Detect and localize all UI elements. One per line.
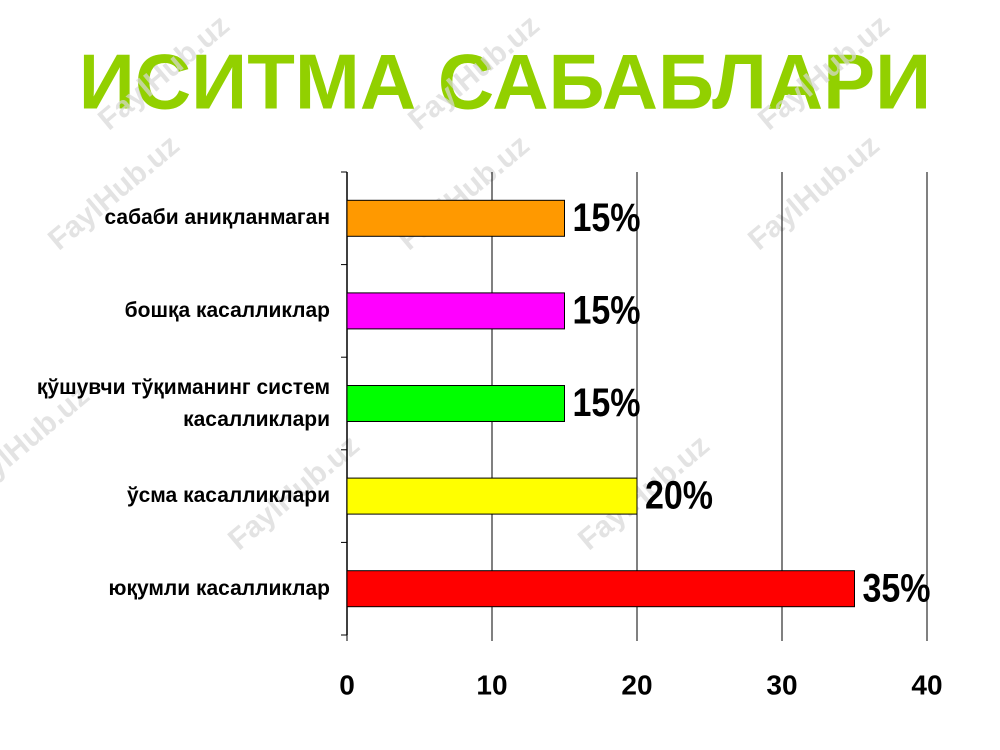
category-label: қўшувчи тўқиманинг систем касалликлари <box>36 375 330 431</box>
x-tick-label: 40 <box>911 669 942 700</box>
value-label: 15% <box>573 194 641 239</box>
x-tick-label: 10 <box>476 669 507 700</box>
bar <box>346 477 638 515</box>
category-label: ўсма касалликлари <box>126 484 330 508</box>
category-label: юқумли касалликлар <box>108 576 330 600</box>
value-label: 35% <box>863 565 931 610</box>
x-tick-label: 0 <box>339 669 355 700</box>
value-label: 15% <box>573 287 641 332</box>
category-label: сабаби аниқланмаган <box>104 206 330 230</box>
chart-title: ИСИТМА САБАБЛАРИ <box>79 38 931 126</box>
watermark: FaylHub.uz <box>392 129 536 257</box>
x-tick-label: 30 <box>766 669 797 700</box>
bar <box>346 385 565 422</box>
watermark: FaylHub.uz <box>742 129 886 257</box>
value-label: 15% <box>573 379 641 424</box>
bar <box>346 292 565 330</box>
value-label: 20% <box>645 472 713 517</box>
bar <box>346 570 855 608</box>
category-label: бошқа касалликлар <box>124 298 330 322</box>
bar <box>346 199 565 237</box>
x-tick-label: 20 <box>621 669 652 700</box>
watermark: FaylHub.uz <box>42 129 186 257</box>
